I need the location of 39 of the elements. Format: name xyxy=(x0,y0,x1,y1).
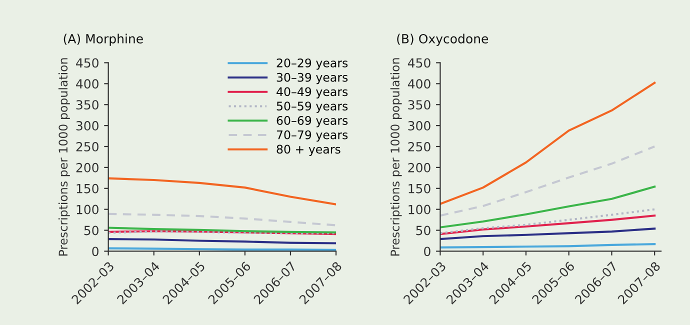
y-tick-label: 150 xyxy=(76,184,98,194)
y-tick-label: 0 xyxy=(92,246,98,256)
y-axis-title: Prescriptions per 1000 population xyxy=(58,58,70,256)
line-series xyxy=(440,214,656,236)
y-tick-label: 350 xyxy=(408,100,430,110)
legend-label: 20–29 years xyxy=(276,58,348,70)
chart-title: (A) Morphine xyxy=(64,34,143,46)
line-series xyxy=(108,177,336,206)
legend-label: 50–59 years xyxy=(276,102,348,113)
y-tick-label: 100 xyxy=(408,204,430,214)
chart-title: (B) Oxycodone xyxy=(397,34,488,46)
y-tick-label: 250 xyxy=(76,142,98,152)
y-tick-label: 50 xyxy=(416,226,430,236)
line-series xyxy=(440,228,656,240)
y-tick-label: 450 xyxy=(408,58,430,68)
legend-label: 80 + years xyxy=(276,144,340,156)
line-series xyxy=(108,212,336,226)
y-tick-label: 350 xyxy=(76,100,98,110)
y-tick-label: 300 xyxy=(408,121,430,130)
y-tick-label: 200 xyxy=(76,162,98,172)
legend-label: 60–69 years xyxy=(276,116,348,128)
y-tick-label: 300 xyxy=(76,121,98,130)
y-tick-label: 200 xyxy=(408,162,430,172)
y-tick-label: 250 xyxy=(408,142,430,152)
y-tick-label: 400 xyxy=(408,79,430,89)
y-tick-label: 400 xyxy=(76,79,98,89)
y-tick-label: 100 xyxy=(76,204,98,214)
y-tick-label: 450 xyxy=(76,58,98,68)
y-tick-label: 150 xyxy=(408,184,430,194)
y-axis-title: Prescriptions per 1000 population xyxy=(390,58,402,256)
line-series xyxy=(440,145,656,217)
legend-label: 40–49 years xyxy=(276,87,348,98)
y-tick-label: 50 xyxy=(84,226,98,236)
line-series xyxy=(440,82,656,205)
y-tick-label: 0 xyxy=(424,246,430,256)
line-series xyxy=(440,208,656,234)
legend-label: 30–39 years xyxy=(276,72,348,84)
line-series xyxy=(440,186,656,228)
legend-label: 70–79 years xyxy=(276,130,348,142)
